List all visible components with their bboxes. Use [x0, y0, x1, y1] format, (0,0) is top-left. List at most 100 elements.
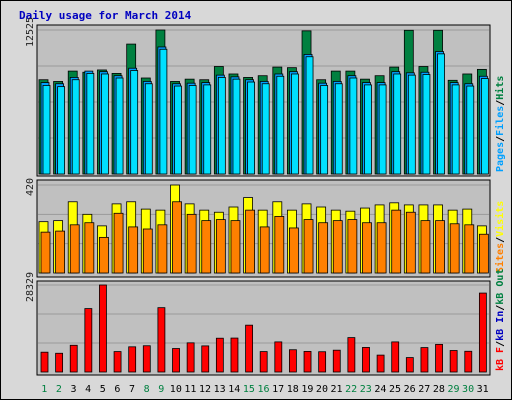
bar-sites-28 [435, 220, 445, 274]
x-tick-28: 28 [433, 384, 445, 395]
legend-separator: / [495, 341, 506, 347]
legend-item-kb-out: kB Out [495, 269, 506, 305]
x-tick-22: 22 [345, 384, 357, 395]
bar-pages-28 [437, 53, 445, 175]
bar-sites-21 [332, 220, 343, 274]
bar-kb-f-25 [391, 341, 400, 373]
y-max-label-hits-files-pages: 12525 [25, 17, 36, 47]
bar-pages-29 [451, 84, 460, 175]
bar-pages-2 [57, 86, 66, 175]
bar-sites-5 [99, 236, 109, 274]
x-tick-3: 3 [71, 384, 77, 395]
bar-sites-22 [347, 219, 358, 274]
bar-kb-f-5 [99, 284, 107, 373]
bar-kb-f-6 [113, 351, 122, 373]
bar-pages-7 [130, 70, 139, 175]
bar-kb-f-15 [245, 324, 253, 373]
x-tick-21: 21 [331, 384, 343, 395]
legend-item-files: Files [494, 106, 506, 136]
legend-item-hits: Hits [494, 76, 506, 100]
legend-separator: / [495, 237, 506, 243]
x-tick-16: 16 [257, 384, 269, 395]
bar-sites-11 [186, 213, 197, 274]
bar-kb-f-8 [142, 345, 151, 373]
x-tick-5: 5 [100, 384, 106, 395]
bar-sites-6 [113, 212, 124, 274]
bar-kb-f-13 [215, 337, 224, 373]
bar-kb-f-24 [376, 354, 385, 373]
x-tick-24: 24 [374, 384, 386, 395]
bar-kb-f-20 [318, 351, 327, 373]
x-tick-8: 8 [144, 384, 150, 395]
bar-pages-23 [364, 84, 372, 175]
bar-sites-14 [230, 220, 241, 274]
legend-item-visits: Visits [494, 201, 506, 237]
legend-kbytes: kB F/kB In/kB Out [495, 269, 506, 371]
bar-sites-19 [303, 219, 314, 274]
x-tick-25: 25 [389, 384, 401, 395]
bar-kb-f-1 [40, 351, 49, 373]
bar-kb-f-29 [449, 350, 458, 373]
bar-sites-18 [289, 227, 299, 274]
bar-kb-f-11 [186, 342, 195, 373]
bar-pages-4 [86, 73, 95, 175]
bar-sites-7 [128, 226, 139, 274]
bar-kb-f-10 [172, 348, 180, 373]
bar-pages-13 [217, 77, 226, 175]
bar-kb-f-28 [435, 343, 443, 373]
bar-pages-31 [480, 78, 489, 175]
bar-pages-14 [232, 78, 241, 175]
bar-kb-f-19 [303, 351, 312, 373]
legend-hits-files-pages: Pages/Files/Hits [494, 76, 506, 172]
bar-kb-f-26 [405, 357, 414, 373]
bar-pages-11 [188, 85, 197, 175]
bar-kb-f-23 [362, 347, 370, 373]
x-tick-12: 12 [199, 384, 211, 395]
x-tick-11: 11 [184, 384, 196, 395]
bar-kb-f-22 [347, 337, 356, 373]
bar-sites-15 [245, 209, 255, 274]
x-tick-4: 4 [85, 384, 91, 395]
bar-sites-1 [40, 231, 51, 274]
bar-sites-30 [464, 224, 475, 274]
bar-sites-20 [318, 222, 329, 274]
bar-pages-8 [144, 83, 153, 175]
bar-sites-29 [449, 223, 460, 274]
bar-pages-21 [334, 83, 343, 175]
bar-pages-9 [159, 48, 168, 175]
bar-kb-f-17 [274, 341, 283, 373]
bar-sites-13 [215, 219, 226, 274]
bar-kb-f-12 [201, 345, 210, 373]
x-tick-2: 2 [56, 384, 62, 395]
bar-sites-4 [84, 222, 95, 274]
x-tick-31: 31 [477, 384, 489, 395]
bar-kb-f-9 [157, 307, 166, 373]
x-tick-27: 27 [418, 384, 430, 395]
y-max-label-kbytes: 28329 [25, 272, 36, 302]
x-tick-17: 17 [272, 384, 284, 395]
x-tick-20: 20 [316, 384, 328, 395]
bar-kb-f-16 [259, 351, 268, 373]
legend-item-pages: Pages [495, 142, 506, 172]
bar-kb-f-31 [478, 292, 487, 373]
x-tick-23: 23 [360, 384, 372, 395]
legend-item-kb-in: kB In [495, 311, 506, 341]
bar-kb-f-27 [420, 347, 429, 373]
bar-pages-18 [291, 73, 299, 175]
legend-separator: / [495, 136, 506, 142]
x-tick-29: 29 [447, 384, 459, 395]
x-tick-6: 6 [114, 384, 120, 395]
bar-kb-f-4 [84, 308, 93, 373]
bar-pages-16 [261, 83, 270, 175]
bar-kb-f-3 [69, 344, 78, 373]
bar-kb-f-7 [128, 346, 137, 373]
bar-pages-20 [320, 85, 329, 175]
bar-sites-3 [69, 224, 80, 274]
bar-sites-9 [157, 224, 168, 274]
bar-pages-15 [247, 81, 255, 175]
bar-sites-12 [201, 220, 212, 274]
bar-kb-f-18 [289, 349, 297, 373]
bar-pages-12 [203, 84, 212, 175]
bar-pages-3 [71, 79, 80, 175]
